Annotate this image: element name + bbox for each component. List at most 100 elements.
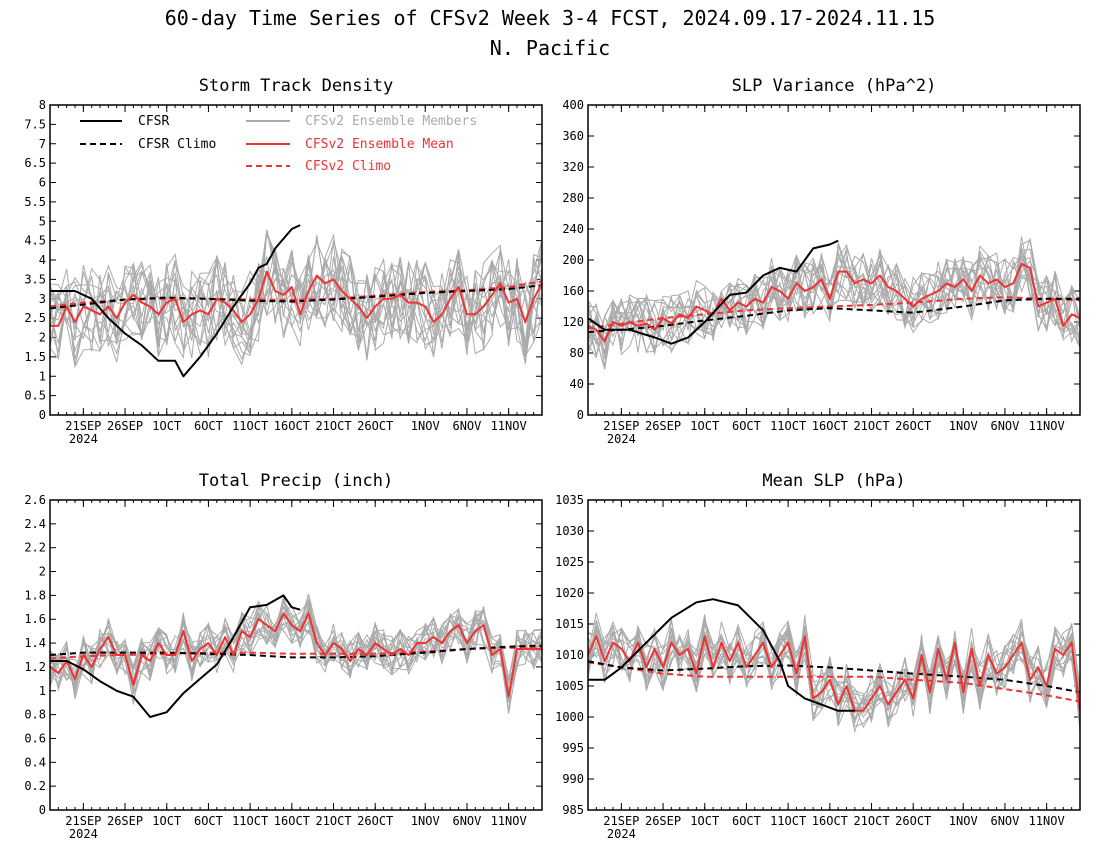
y-tick-label: 995 bbox=[562, 741, 584, 755]
y-tick-label: 8 bbox=[39, 98, 46, 112]
y-tick-label: 1010 bbox=[555, 648, 584, 662]
series-cfsr bbox=[50, 224, 301, 378]
y-tick-label: 6.5 bbox=[24, 156, 46, 170]
series-ens-mean bbox=[588, 262, 1080, 343]
x-tick-label: 6OCT bbox=[194, 814, 223, 828]
panel-2: SLP Variance (hPa^2) 0 40 80 120 160 200 240 280… bbox=[562, 76, 1081, 446]
y-tick-label: 4 bbox=[39, 253, 46, 267]
figure-title: 60-day Time Series of CFSv2 Week 3-4 FCS… bbox=[165, 6, 936, 30]
y-tick-label: 4.5 bbox=[24, 234, 46, 248]
x-tick-label: 11OCT bbox=[232, 419, 268, 433]
ensemble-member-line bbox=[50, 248, 542, 364]
x-tick-label: 21SEP bbox=[65, 419, 101, 433]
legend-cfsr-climo-label: CFSR Climo bbox=[138, 137, 216, 152]
x-tick-label: 16OCT bbox=[274, 814, 310, 828]
figure-subtitle: N. Pacific bbox=[490, 36, 610, 60]
y-tick-label: 2 bbox=[39, 565, 46, 579]
y-tick-label: 1.5 bbox=[24, 350, 46, 364]
y-tick-label: 1005 bbox=[555, 679, 584, 693]
y-tick-label: 120 bbox=[562, 315, 584, 329]
x-tick-label: 11OCT bbox=[232, 814, 268, 828]
y-tick-label: 1 bbox=[39, 369, 46, 383]
x-tick-label: 1NOV bbox=[949, 419, 978, 433]
ensemble-member-line bbox=[588, 238, 1080, 355]
panel-4: Mean SLP (hPa) 985 990 995 1000 1005 1010 1015 1… bbox=[555, 471, 1081, 841]
y-tick-label: 80 bbox=[570, 346, 584, 360]
y-tick-label: 1.4 bbox=[24, 636, 46, 650]
x-year-label: 2024 bbox=[607, 432, 636, 446]
y-tick-label: 1025 bbox=[555, 555, 584, 569]
y-axis: 0 0.2 0.4 0.6 0.8 1 1.2 1.4 1.6 1.8 2 2.2 2.4 2.6 bbox=[24, 493, 542, 817]
y-tick-label: 1000 bbox=[555, 710, 584, 724]
y-tick-label: 1.8 bbox=[24, 588, 46, 602]
x-tick-label: 21SEP bbox=[603, 419, 639, 433]
plot-frame bbox=[49, 499, 543, 811]
y-tick-label: 0 bbox=[577, 408, 584, 422]
y-tick-label: 7.5 bbox=[24, 117, 46, 131]
x-tick-label: 11NOV bbox=[491, 814, 527, 828]
y-tick-label: 6 bbox=[39, 176, 46, 190]
legend-cfsv2-climo-label: CFSv2 Climo bbox=[305, 159, 391, 174]
series-ens-mean bbox=[50, 612, 542, 698]
x-tick-label: 21OCT bbox=[315, 814, 351, 828]
y-tick-label: 2.6 bbox=[24, 493, 46, 507]
y-tick-label: 990 bbox=[562, 772, 584, 786]
panel-title: Mean SLP (hPa) bbox=[762, 471, 905, 491]
x-tick-label: 26SEP bbox=[645, 419, 681, 433]
plot-frame bbox=[49, 104, 543, 416]
x-tick-label: 11OCT bbox=[770, 814, 806, 828]
y-tick-label: 320 bbox=[562, 160, 584, 174]
series-cfsv2-climo bbox=[588, 661, 1080, 703]
x-tick-label: 6OCT bbox=[732, 419, 761, 433]
x-tick-label: 11NOV bbox=[1029, 419, 1065, 433]
legend-members-label: CFSv2 Ensemble Members bbox=[305, 114, 477, 129]
x-tick-label: 26OCT bbox=[895, 419, 931, 433]
legend-cfsr-label: CFSR bbox=[138, 114, 169, 129]
x-tick-label: 6OCT bbox=[732, 814, 761, 828]
x-tick-label: 26SEP bbox=[645, 814, 681, 828]
series-cfsr bbox=[588, 598, 855, 712]
ensemble-member-line bbox=[50, 248, 542, 357]
x-tick-label: 21SEP bbox=[603, 814, 639, 828]
panel-3: Total Precip (inch) 0 0.2 0.4 0.6 0.8 1 1.2 1.4 1… bbox=[24, 471, 543, 841]
plot-area bbox=[588, 598, 1080, 734]
y-tick-label: 240 bbox=[562, 222, 584, 236]
x-tick-label: 1OCT bbox=[690, 814, 719, 828]
x-tick-label: 1OCT bbox=[152, 419, 181, 433]
y-tick-label: 2.4 bbox=[24, 517, 46, 531]
x-axis: 21SEP 26SEP 1OCT 6OCT 11OCT 16OCT 21OCT 26OCT 1N… bbox=[587, 500, 1081, 841]
x-tick-label: 6NOV bbox=[990, 814, 1019, 828]
panels: Storm Track Density 0 0.5 1 1.5 2 2.5 3 3.5 4 4.5 5… bbox=[24, 76, 1081, 841]
ensemble-member-line bbox=[588, 617, 1080, 721]
y-tick-label: 40 bbox=[570, 377, 584, 391]
y-tick-label: 280 bbox=[562, 191, 584, 205]
plot-frame bbox=[587, 499, 1081, 811]
ensemble-member-line bbox=[50, 230, 542, 357]
y-tick-label: 400 bbox=[562, 98, 584, 112]
x-tick-label: 6NOV bbox=[990, 419, 1019, 433]
y-tick-label: 0.8 bbox=[24, 708, 46, 722]
x-year-label: 2024 bbox=[69, 827, 98, 841]
series-cfsr bbox=[50, 594, 301, 718]
x-tick-label: 6NOV bbox=[452, 814, 481, 828]
panel-title: Total Precip (inch) bbox=[199, 471, 393, 491]
y-tick-label: 3 bbox=[39, 292, 46, 306]
x-tick-label: 16OCT bbox=[812, 419, 848, 433]
x-tick-label: 21OCT bbox=[315, 419, 351, 433]
y-tick-label: 0.5 bbox=[24, 389, 46, 403]
ensemble-members bbox=[50, 229, 542, 369]
panel-title: Storm Track Density bbox=[199, 76, 393, 96]
y-tick-label: 2.5 bbox=[24, 311, 46, 325]
ensemble-member-line bbox=[50, 240, 542, 359]
x-tick-label: 26OCT bbox=[357, 814, 393, 828]
x-axis: 21SEP 26SEP 1OCT 6OCT 11OCT 16OCT 21OCT 26OCT 1N… bbox=[587, 105, 1081, 446]
plot-area bbox=[588, 236, 1080, 370]
ensemble-members bbox=[50, 593, 542, 714]
x-tick-label: 11NOV bbox=[491, 419, 527, 433]
x-tick-label: 26OCT bbox=[357, 419, 393, 433]
y-tick-label: 3.5 bbox=[24, 272, 46, 286]
x-tick-label: 21OCT bbox=[853, 814, 889, 828]
y-tick-label: 985 bbox=[562, 803, 584, 817]
y-tick-label: 200 bbox=[562, 253, 584, 267]
